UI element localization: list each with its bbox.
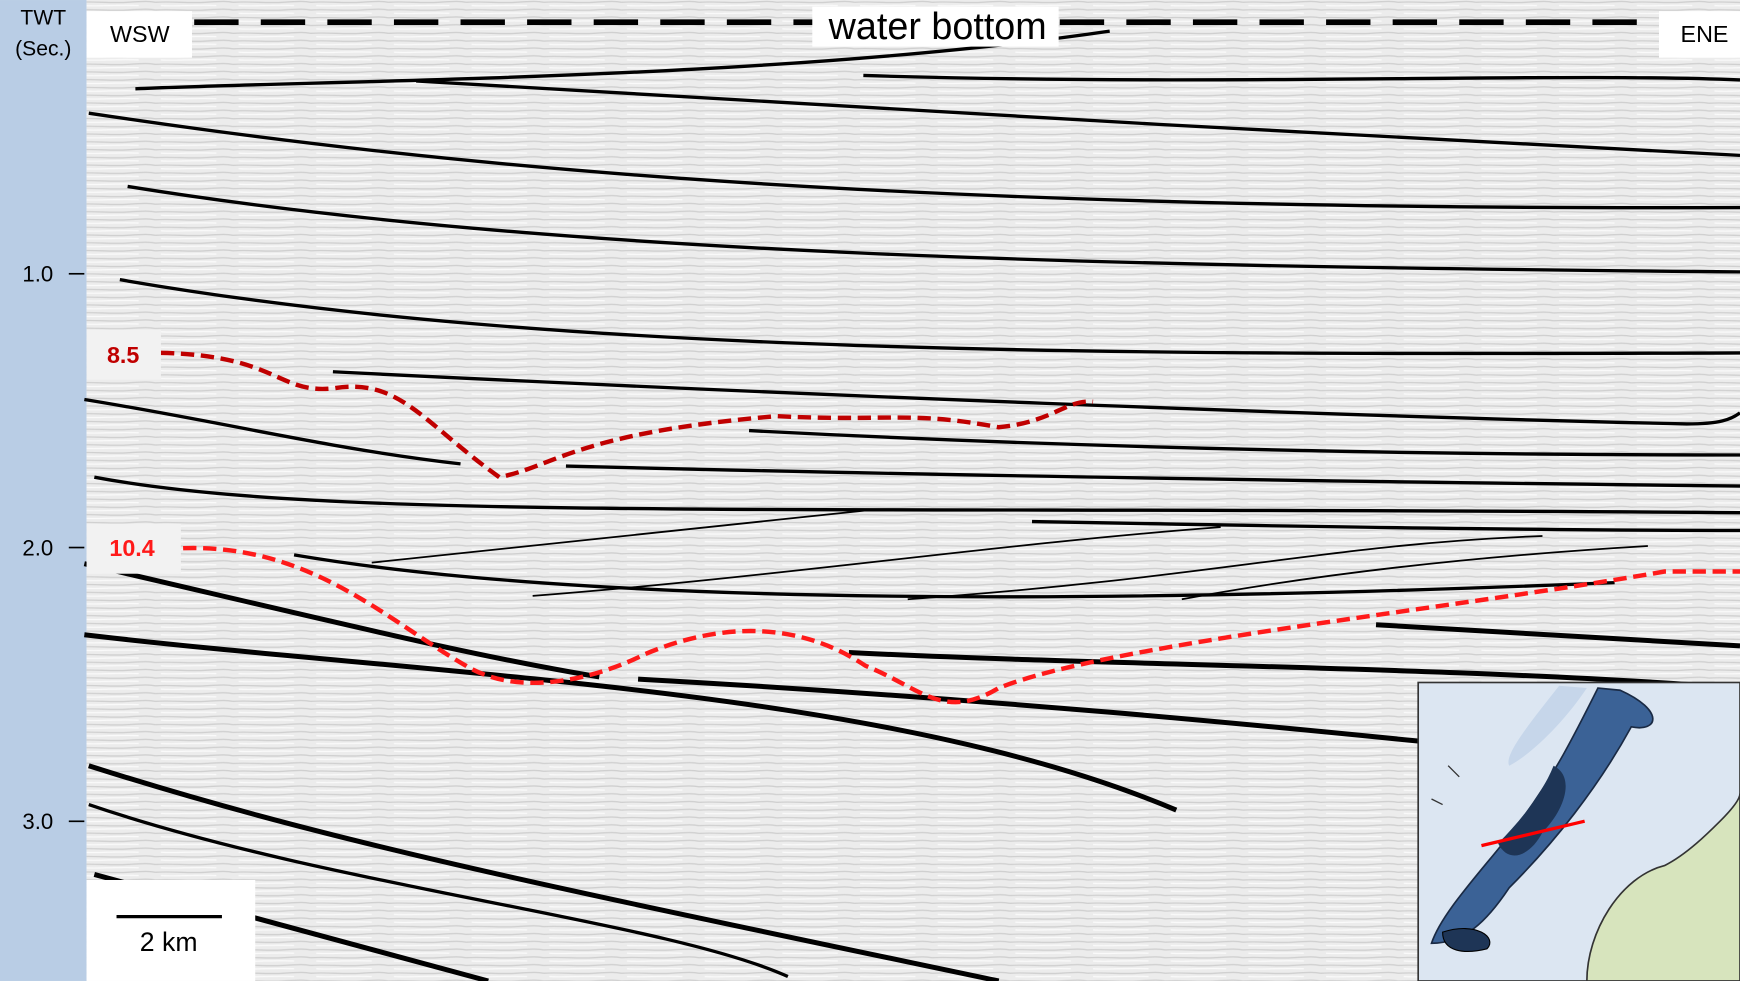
axis-title: (Sec.): [15, 38, 71, 61]
inset-map: [1418, 682, 1740, 981]
seismic-section: TWT (Sec.) 1.02.03.0 WSW ENE wate: [0, 0, 1740, 981]
tick-label: 3.0: [22, 809, 53, 834]
tick-label: 2.0: [22, 535, 53, 560]
tick-label: 1.0: [22, 262, 53, 287]
wsw-label: WSW: [110, 21, 170, 47]
scale-label: 2 km: [140, 927, 198, 957]
horizon-label: 10.4: [109, 535, 154, 561]
horizon-label: 8.5: [107, 342, 139, 368]
ene-label: ENE: [1681, 21, 1729, 47]
axis-title: TWT: [20, 6, 66, 29]
water-bottom-label: water bottom: [828, 5, 1047, 47]
